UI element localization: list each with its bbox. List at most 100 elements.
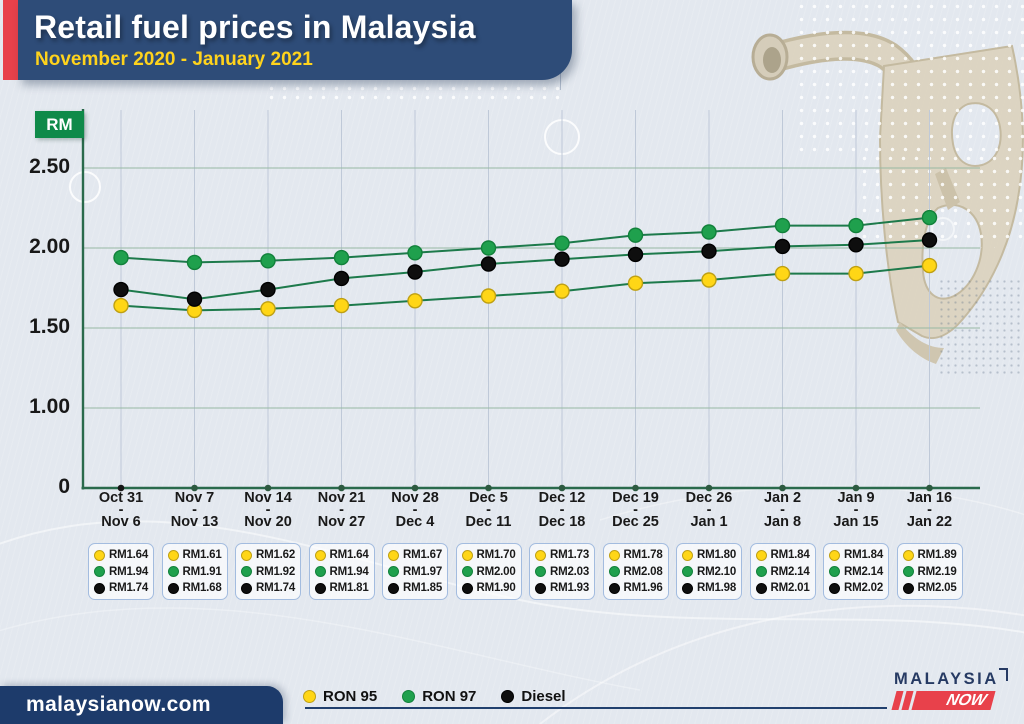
- value-row: RM2.05: [902, 580, 962, 597]
- x-tick-label: Jan 2- Jan 8: [763, 490, 802, 530]
- value-text: RM1.89: [917, 549, 957, 562]
- ron95-dot-icon: [314, 549, 326, 561]
- value-row: RM1.84: [755, 547, 815, 564]
- diesel-dot-icon: [461, 582, 473, 594]
- ron97-dot-icon: [461, 566, 473, 578]
- ron97-dot-icon: [755, 566, 767, 578]
- value-text: RM1.98: [697, 582, 737, 595]
- value-row: RM1.64: [94, 547, 153, 564]
- legend-dot-icon: [303, 690, 316, 703]
- value-box: RM1.62 RM1.92 RM1.74: [235, 543, 301, 600]
- x-tick-label: Oct 31- Nov 6: [98, 490, 144, 530]
- value-box: RM1.89 RM2.19 RM2.05: [896, 543, 963, 600]
- value-row: RM1.94: [94, 564, 153, 581]
- decorative-circle: [544, 119, 580, 155]
- value-row: RM2.03: [535, 564, 594, 581]
- fuel-nozzle-illustration: [751, 30, 1024, 364]
- legend-dot-icon: [402, 690, 416, 703]
- ron97-dot-icon: [94, 566, 105, 578]
- diesel-dot-icon: [682, 582, 693, 594]
- value-text: RM1.80: [697, 549, 737, 562]
- malaysianow-logo: MALAYSIA NOW: [891, 668, 1014, 710]
- diesel-dot-icon: [314, 582, 326, 594]
- value-box: RM1.64 RM1.94 RM1.81: [308, 543, 375, 600]
- x-tick-label: Nov 14- Nov 20: [244, 490, 292, 530]
- legend-item-ron95: RON 95: [303, 688, 377, 705]
- legend-dot-icon: [501, 690, 515, 703]
- value-row: RM1.85: [388, 580, 447, 597]
- value-text: RM1.92: [256, 565, 296, 578]
- value-text: RM1.64: [329, 549, 369, 562]
- value-text: RM1.64: [109, 549, 149, 562]
- logo-now-badge: NOW: [911, 691, 996, 710]
- value-text: RM1.85: [403, 582, 443, 595]
- diesel-dot-icon: [388, 582, 399, 594]
- value-row: RM1.73: [535, 547, 594, 564]
- diesel-dot-icon: [167, 582, 179, 594]
- value-text: RM1.74: [256, 582, 296, 595]
- value-row: RM1.98: [682, 580, 741, 597]
- x-tick-label: Nov 21- Nov 27: [317, 490, 366, 530]
- ron97-dot-icon: [682, 566, 693, 578]
- x-tick-label: Jan 16- Jan 22: [906, 490, 953, 530]
- value-row: RM2.14: [755, 564, 815, 581]
- swoosh-curves: [0, 485, 1024, 724]
- decorative-circle: [69, 171, 101, 203]
- value-text: RM1.93: [550, 582, 590, 595]
- value-row: RM1.74: [241, 580, 300, 597]
- value-row: RM1.89: [902, 547, 962, 564]
- y-tick-label: 1.50: [29, 315, 70, 338]
- legend-underline: [305, 707, 887, 709]
- date-range-subtitle: November 2020 - January 2021: [35, 49, 313, 70]
- value-row: RM1.91: [167, 564, 227, 581]
- y-axis-unit-badge: RM: [35, 111, 84, 138]
- page-title: Retail fuel prices in Malaysia: [34, 9, 476, 45]
- value-text: RM1.73: [550, 549, 590, 562]
- value-text: RM1.84: [844, 549, 884, 562]
- x-tick-label: Jan 9- Jan 15: [833, 490, 879, 530]
- value-box: RM1.78 RM2.08 RM1.96: [602, 543, 669, 600]
- legend-item-diesel: Diesel: [501, 688, 566, 705]
- value-text: RM1.90: [476, 582, 516, 595]
- legend-item-ron97: RON 97: [402, 688, 476, 705]
- value-box: RM1.70 RM2.00 RM1.90: [455, 543, 522, 600]
- value-text: RM2.08: [623, 565, 663, 578]
- decorative-circle: [931, 217, 955, 241]
- ron95-dot-icon: [241, 549, 252, 561]
- value-row: RM1.96: [608, 580, 668, 597]
- value-box: RM1.64 RM1.94 RM1.74: [88, 543, 154, 600]
- ron95-dot-icon: [682, 549, 693, 561]
- value-text: RM2.01: [770, 582, 810, 595]
- value-row: RM1.81: [314, 580, 374, 597]
- value-text: RM1.97: [403, 565, 443, 578]
- value-text: RM1.78: [623, 549, 663, 562]
- x-tick-label: Dec 26- Jan 1: [685, 490, 733, 530]
- y-tick-label: 0: [58, 475, 70, 498]
- ron95-dot-icon: [829, 549, 840, 561]
- value-row: RM1.61: [167, 547, 227, 564]
- legend-label: RON 95: [323, 688, 378, 705]
- ron95-dot-icon: [535, 549, 546, 561]
- value-row: RM1.93: [535, 580, 594, 597]
- value-row: RM1.70: [461, 547, 521, 564]
- value-row: RM1.92: [241, 564, 300, 581]
- value-text: RM1.94: [109, 565, 149, 578]
- ron97-dot-icon: [388, 566, 399, 578]
- ron95-dot-icon: [902, 549, 914, 561]
- value-text: RM2.03: [550, 565, 590, 578]
- value-row: RM2.14: [829, 564, 888, 581]
- diesel-dot-icon: [829, 582, 840, 594]
- value-row: RM2.01: [755, 580, 815, 597]
- value-text: RM1.84: [770, 549, 810, 562]
- diesel-dot-icon: [535, 582, 546, 594]
- value-row: RM1.84: [829, 547, 888, 564]
- ron97-dot-icon: [314, 566, 326, 578]
- value-text: RM2.14: [844, 565, 884, 578]
- ron97-dot-icon: [535, 566, 546, 578]
- x-tick-label: Nov 28- Dec 4: [391, 490, 439, 530]
- ron95-dot-icon: [755, 549, 767, 561]
- value-row: RM2.02: [829, 580, 888, 597]
- value-row: RM1.74: [94, 580, 153, 597]
